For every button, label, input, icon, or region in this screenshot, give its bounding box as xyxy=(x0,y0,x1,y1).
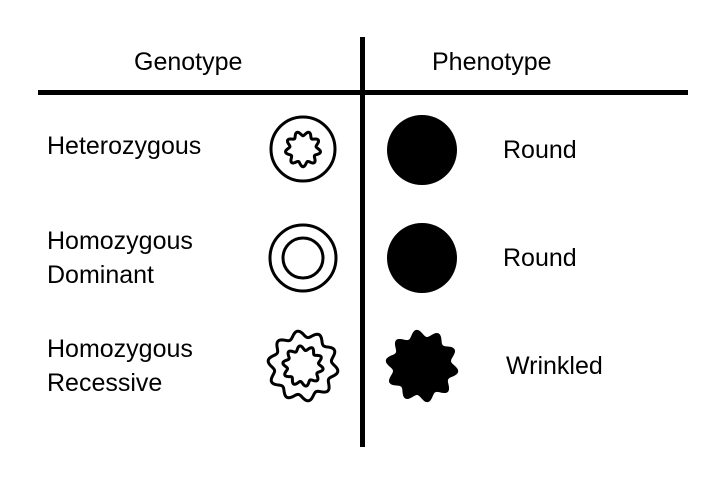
phenotype-label-round: Round xyxy=(503,136,577,164)
phenotype-label-wrinkled: Wrinkled xyxy=(506,352,603,380)
genotype-label-line: Dominant xyxy=(47,261,154,289)
genotype-label-homozygous-recessive: Homozygous Recessive xyxy=(47,332,193,400)
phenotype-label-round: Round xyxy=(503,244,577,272)
genotype-label-line: Homozygous xyxy=(47,227,193,255)
round-seed-icon xyxy=(386,222,458,294)
genotype-label-line: Heterozygous xyxy=(47,132,202,160)
genotype-label-line: Recessive xyxy=(47,369,163,397)
genotype-header: Genotype xyxy=(134,48,243,76)
wrinkled-seed-icon xyxy=(383,327,461,405)
double-wavy-icon xyxy=(264,327,342,405)
vertical-divider xyxy=(360,37,365,447)
round-seed-icon xyxy=(386,114,458,186)
double-circle-icon xyxy=(267,222,339,294)
circle-with-wavy-inner-icon xyxy=(268,114,338,184)
genotype-label-line: Homozygous xyxy=(47,335,193,363)
phenotype-header: Phenotype xyxy=(432,48,552,76)
genotype-label-heterozygous: Heterozygous xyxy=(47,129,201,163)
genotype-label-homozygous-dominant: Homozygous Dominant xyxy=(47,224,193,292)
